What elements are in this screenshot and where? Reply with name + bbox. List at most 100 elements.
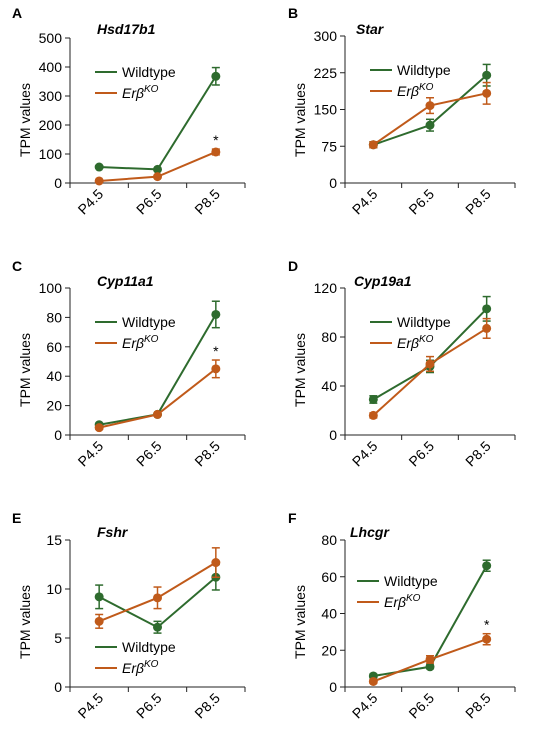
y-tick-label: 100	[39, 280, 63, 296]
x-tick-label: P8.5	[191, 186, 223, 218]
y-axis-label: TPM values	[17, 83, 33, 157]
data-point	[425, 120, 435, 130]
legend-label-ko-main: Erβ	[397, 335, 419, 351]
data-point	[153, 622, 162, 632]
panel-title: Cyp11a1	[97, 273, 154, 289]
data-point	[153, 593, 162, 603]
panel-letter: B	[288, 5, 298, 21]
data-point	[211, 558, 221, 568]
y-tick-label: 200	[39, 117, 63, 133]
data-point	[94, 423, 104, 433]
y-tick-label: 120	[314, 280, 338, 296]
x-tick-label: P4.5	[75, 690, 107, 722]
series-wildtype	[368, 295, 492, 404]
data-point	[153, 409, 162, 419]
y-tick-label: 100	[39, 146, 63, 162]
chart-panel-f: F Lhcgr TPM values 0 20 40 60 80 P4.5 P6.5 P8.5 * Wi…	[288, 510, 516, 722]
data-point	[425, 101, 435, 111]
y-tick-label: 300	[314, 28, 338, 44]
panel-letter: A	[12, 5, 22, 21]
data-point	[211, 147, 221, 157]
y-axis-label: TPM values	[17, 333, 33, 407]
x-tick-label: P8.5	[191, 438, 223, 470]
x-tick-label: P6.5	[405, 690, 437, 722]
y-tick-label: 80	[321, 329, 337, 345]
y-tick-label: 60	[321, 569, 337, 585]
legend-label-ko-sup: KO	[144, 334, 159, 345]
x-tick-label: P6.5	[405, 438, 437, 470]
y-tick-label: 0	[329, 427, 337, 443]
data-point	[368, 410, 378, 420]
data-point	[211, 309, 221, 319]
x-tick-label: P4.5	[349, 690, 381, 722]
legend: Wildtype ErβKO	[95, 314, 176, 351]
y-tick-label: 225	[314, 65, 338, 81]
y-tick-label: 0	[54, 175, 62, 191]
chart-panel-b: B Star TPM values 0 75 150 225 300 P4.5 P6.5 P8.5 W…	[288, 5, 516, 218]
chart-panel-a: A Hsd17b1 TPM values 0 100 200 300 400 500 P4.5 P6…	[12, 5, 246, 218]
y-tick-label: 0	[329, 679, 337, 695]
legend-label-ko-sup: KO	[144, 659, 159, 670]
significance-star: *	[213, 343, 219, 359]
legend: Wildtype ErβKO	[370, 314, 451, 351]
y-tick-label: 75	[321, 138, 337, 154]
significance-star: *	[484, 617, 490, 633]
panel-title: Hsd17b1	[97, 21, 156, 37]
legend-label-ko: ErβKO	[122, 84, 159, 101]
chart-panel-d: D Cyp19a1 TPM values 0 40 80 120 P4.5 P6.5 P8.5 Wi…	[288, 258, 516, 470]
data-point	[94, 162, 104, 172]
legend-label-wildtype: Wildtype	[384, 573, 438, 589]
data-point	[482, 561, 492, 571]
legend-label-ko: ErβKO	[122, 334, 159, 351]
x-tick-label: P4.5	[75, 186, 107, 218]
series-wildtype	[94, 66, 221, 174]
series-ko	[94, 147, 221, 186]
data-point	[482, 323, 492, 333]
legend-label-wildtype: Wildtype	[122, 314, 176, 330]
panel-letter: F	[288, 510, 297, 526]
data-point	[153, 172, 162, 182]
legend-label-ko-sup: KO	[406, 593, 421, 604]
x-tick-label: P6.5	[133, 690, 165, 722]
y-tick-label: 300	[39, 88, 63, 104]
legend: Wildtype ErβKO	[95, 64, 176, 101]
y-axis-label: TPM values	[17, 585, 33, 659]
legend-label-ko-sup: KO	[419, 334, 434, 345]
x-tick-label: P8.5	[462, 438, 494, 470]
y-tick-label: 500	[39, 30, 63, 46]
y-tick-label: 80	[321, 532, 337, 548]
x-tick-label: P4.5	[75, 438, 107, 470]
legend-label-wildtype: Wildtype	[397, 62, 451, 78]
data-point	[425, 654, 435, 664]
data-point	[482, 88, 492, 98]
series-ko	[368, 317, 492, 420]
x-tick-label: P6.5	[133, 186, 165, 218]
x-tick-label: P6.5	[405, 186, 437, 218]
series-ko	[94, 547, 221, 629]
data-point	[368, 140, 378, 150]
data-point	[482, 70, 492, 80]
legend-label-wildtype: Wildtype	[397, 314, 451, 330]
data-point	[153, 164, 162, 174]
data-point	[425, 359, 435, 369]
series-ko	[368, 632, 492, 686]
y-tick-label: 0	[54, 427, 62, 443]
legend-label-ko: ErβKO	[397, 82, 434, 99]
legend-label-ko-sup: KO	[144, 84, 159, 95]
legend-label-ko: ErβKO	[384, 593, 421, 610]
y-tick-label: 15	[46, 532, 62, 548]
legend-label-ko: ErβKO	[397, 334, 434, 351]
data-point	[368, 676, 378, 686]
data-point	[211, 71, 221, 81]
y-tick-label: 150	[314, 102, 338, 118]
series-ko	[94, 359, 221, 433]
panel-title: Cyp19a1	[354, 273, 412, 289]
panel-letter: C	[12, 258, 22, 274]
data-point	[94, 176, 104, 186]
legend-label-wildtype: Wildtype	[122, 639, 176, 655]
significance-star: *	[213, 132, 219, 148]
panel-letter: E	[12, 510, 21, 526]
data-point	[482, 634, 492, 644]
data-point	[211, 364, 221, 374]
